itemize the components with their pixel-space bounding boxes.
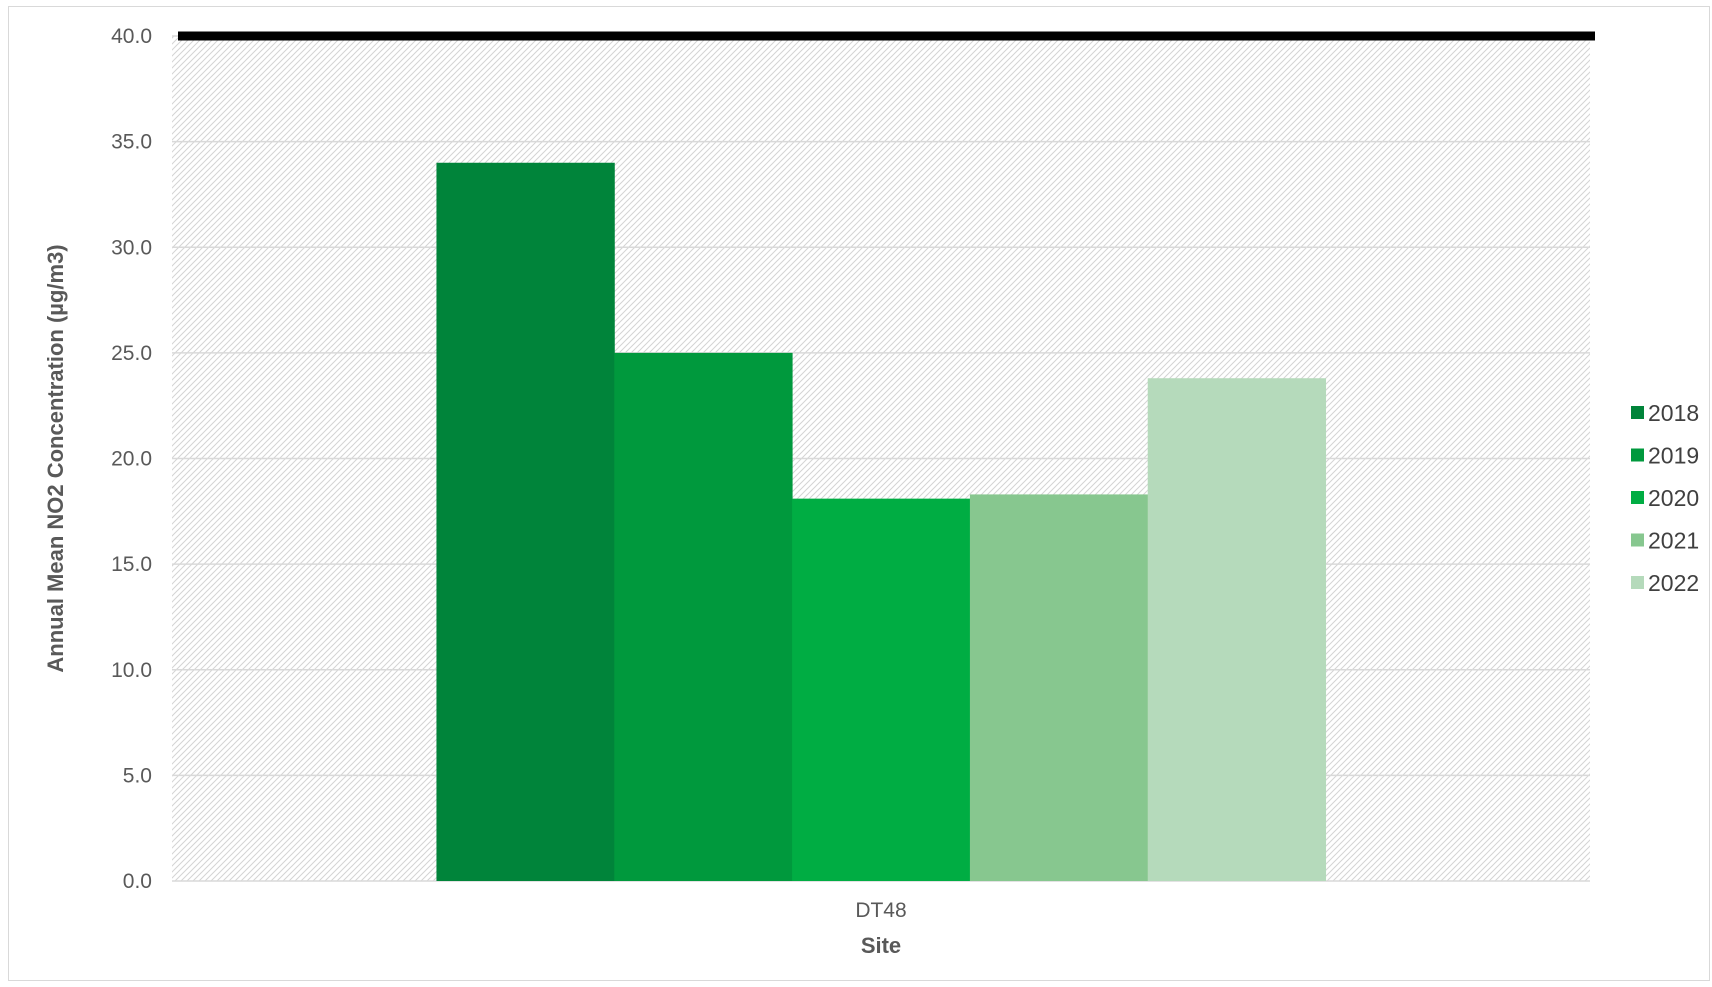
legend-swatch-2020	[1631, 491, 1644, 504]
bar-2019	[614, 352, 793, 881]
y-tick-label: 40.0	[111, 25, 152, 48]
y-tick-label: 5.0	[123, 764, 152, 787]
x-tick-label: DT48	[855, 899, 906, 922]
y-tick-label: 30.0	[111, 236, 152, 259]
legend-swatch-2018	[1631, 406, 1644, 419]
x-axis-tick-labels: DT48	[855, 899, 906, 922]
y-tick-label: 20.0	[111, 448, 152, 471]
y-axis-title: Annual Mean NO2 Concentration (µg/m3)	[43, 244, 68, 672]
legend-swatch-2019	[1631, 448, 1644, 462]
y-tick-label: 25.0	[111, 342, 152, 365]
x-axis-title: Site	[861, 933, 901, 958]
legend-label-2021: 2021	[1648, 528, 1699, 554]
bar-2020	[792, 498, 971, 881]
bar-2022	[1147, 378, 1327, 881]
y-axis-tick-labels: 0.0 5.0 10.0 15.0 20.0 25.0 30.0 35.0 40.0	[111, 25, 152, 893]
y-tick-label: 0.0	[123, 870, 152, 893]
legend-swatch-2022	[1631, 576, 1644, 589]
y-tick-label: 35.0	[111, 131, 152, 154]
legend: 2018 2019 2020 2021 2022	[1631, 400, 1699, 596]
y-tick-label: 15.0	[111, 553, 152, 576]
legend-label-2019: 2019	[1648, 443, 1699, 469]
legend-label-2020: 2020	[1648, 485, 1699, 511]
bars	[436, 162, 1327, 881]
y-tick-label: 10.0	[111, 659, 152, 682]
legend-swatch-2021	[1631, 533, 1644, 547]
legend-label-2018: 2018	[1648, 400, 1699, 426]
bar-2018	[436, 162, 615, 881]
legend-label-2022: 2022	[1648, 570, 1699, 596]
bar-2021	[969, 494, 1149, 881]
